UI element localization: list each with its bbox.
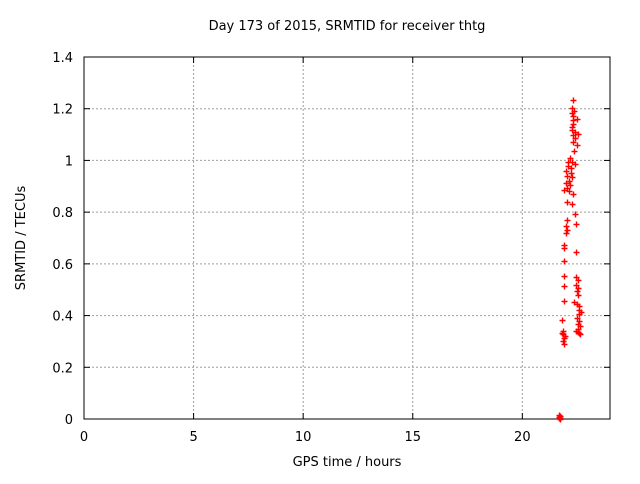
plot-frame bbox=[83, 56, 611, 420]
data-point-marker bbox=[564, 227, 571, 234]
tick-labels: 0 5 10 15 20 0 0.2 0.4 0.6 0.8 1 1.2 1.4 bbox=[52, 51, 530, 445]
data-point-marker bbox=[575, 292, 582, 299]
data-point-marker bbox=[575, 131, 582, 138]
data-point-marker bbox=[566, 188, 573, 195]
data-point-marker bbox=[576, 330, 583, 337]
data-point-marker bbox=[576, 318, 583, 325]
data-point-marker bbox=[559, 330, 566, 337]
data-point-marker bbox=[569, 201, 576, 208]
data-point-marker bbox=[570, 121, 577, 128]
data-point-marker bbox=[557, 416, 564, 423]
data-point-marker bbox=[568, 170, 575, 177]
data-point-marker bbox=[575, 277, 582, 284]
data-point-marker bbox=[573, 221, 580, 228]
data-point-marker bbox=[575, 285, 582, 292]
y-tick-label: 0 bbox=[65, 413, 73, 428]
data-point-marker bbox=[561, 341, 568, 348]
data-points bbox=[556, 97, 585, 423]
data-point-marker bbox=[572, 161, 579, 168]
data-point-marker bbox=[567, 155, 574, 162]
y-tick-label: 0.4 bbox=[52, 310, 73, 325]
data-point-marker bbox=[577, 331, 584, 338]
axis-ticks bbox=[83, 56, 610, 420]
data-point-marker bbox=[561, 283, 568, 290]
y-tick-label: 1.4 bbox=[52, 51, 73, 66]
y-axis-label: SRMTID / TECUs bbox=[14, 186, 29, 291]
data-point-marker bbox=[561, 298, 568, 305]
data-point-marker bbox=[570, 139, 577, 146]
x-tick-label: 10 bbox=[295, 430, 312, 445]
x-tick-label: 15 bbox=[404, 430, 421, 445]
data-point-marker bbox=[564, 199, 571, 206]
data-point-marker bbox=[560, 338, 567, 345]
data-point-marker bbox=[564, 173, 571, 180]
data-point-marker bbox=[569, 110, 576, 117]
y-tick-label: 0.2 bbox=[52, 361, 73, 376]
data-point-marker bbox=[574, 288, 581, 295]
data-point-marker bbox=[561, 258, 568, 265]
data-point-marker bbox=[571, 148, 578, 155]
data-point-marker bbox=[569, 174, 576, 181]
data-point-marker bbox=[576, 311, 583, 318]
data-point-marker bbox=[563, 180, 570, 187]
data-point-marker bbox=[574, 116, 581, 123]
y-tick-label: 0.8 bbox=[52, 206, 73, 221]
x-tick-label: 20 bbox=[514, 430, 531, 445]
chart-title: Day 173 of 2015, SRMTID for receiver tht… bbox=[209, 19, 486, 34]
data-point-marker bbox=[561, 273, 568, 280]
x-tick-label: 0 bbox=[80, 430, 88, 445]
data-point-marker bbox=[563, 168, 570, 175]
data-point-marker bbox=[573, 249, 580, 256]
data-point-marker bbox=[572, 211, 579, 218]
x-tick-label: 5 bbox=[189, 430, 197, 445]
y-tick-label: 0.6 bbox=[52, 258, 73, 273]
data-point-marker bbox=[564, 217, 571, 224]
data-point-marker bbox=[574, 142, 581, 149]
data-point-marker bbox=[559, 317, 566, 324]
data-point-marker bbox=[570, 97, 577, 104]
data-point-marker bbox=[567, 182, 574, 189]
data-point-marker bbox=[561, 187, 568, 194]
data-point-marker bbox=[561, 335, 568, 342]
grid-lines bbox=[84, 57, 610, 419]
data-point-marker bbox=[561, 245, 568, 252]
y-tick-label: 1.2 bbox=[52, 103, 73, 118]
y-tick-label: 1 bbox=[65, 154, 73, 169]
data-point-marker bbox=[563, 230, 570, 237]
data-point-marker bbox=[570, 191, 577, 198]
plot-border bbox=[83, 56, 611, 420]
data-point-marker bbox=[556, 415, 563, 422]
x-axis-label: GPS time / hours bbox=[293, 455, 402, 470]
data-point-marker bbox=[563, 223, 570, 230]
data-point-marker bbox=[572, 135, 579, 142]
